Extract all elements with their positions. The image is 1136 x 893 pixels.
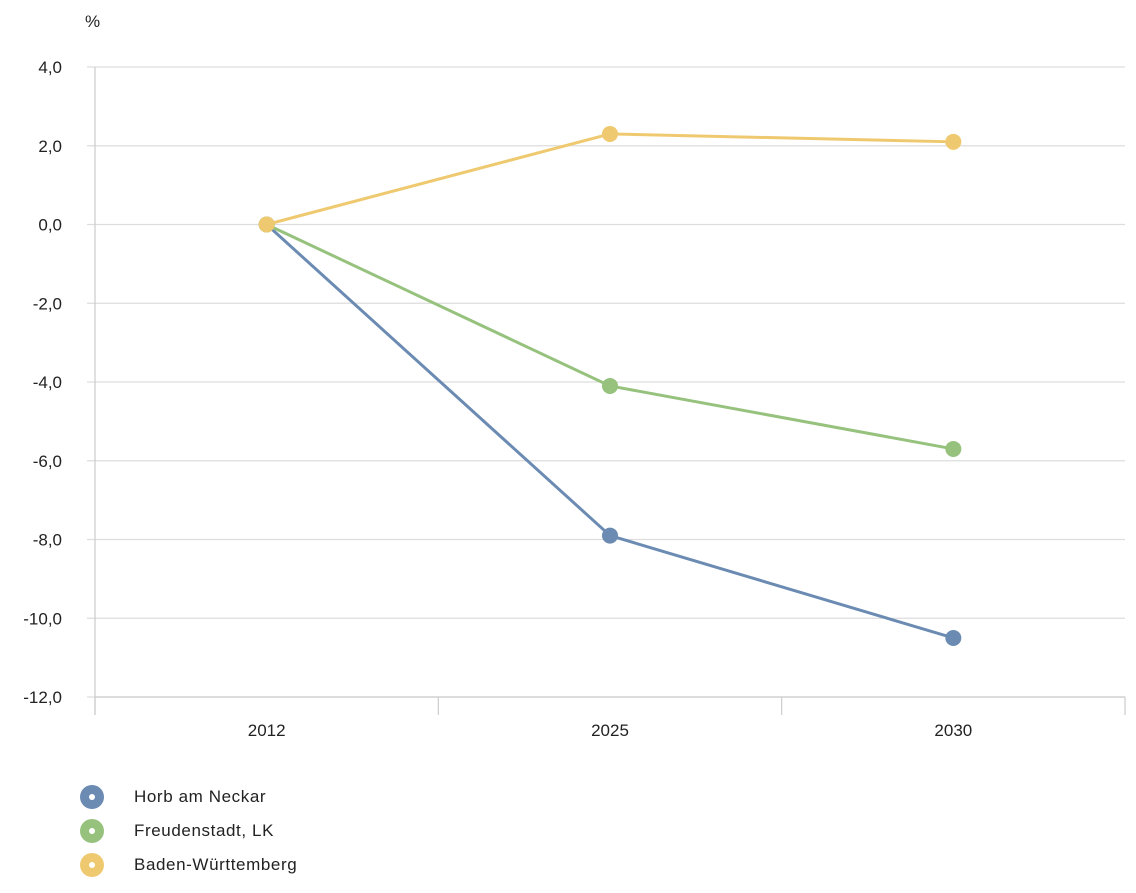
y-tick-label: 0,0 — [38, 216, 62, 235]
data-point[interactable] — [602, 377, 618, 394]
data-point[interactable] — [945, 629, 962, 646]
legend-item-freudenstadt[interactable]: Freudenstadt, LK — [80, 814, 297, 848]
y-tick-label: -6,0 — [33, 452, 62, 471]
x-axis-ticks: 2012 2025 2030 — [248, 721, 972, 740]
legend-marker-icon — [80, 785, 104, 809]
data-point[interactable] — [945, 440, 962, 457]
legend-label: Freudenstadt, LK — [134, 821, 275, 840]
y-tick-label: -8,0 — [33, 531, 62, 550]
data-point[interactable] — [945, 133, 962, 150]
y-tick-label: -12,0 — [23, 688, 62, 707]
series-2 — [258, 125, 962, 233]
data-point[interactable] — [602, 125, 618, 142]
y-tick-label: -2,0 — [33, 294, 62, 313]
legend-item-baden-wuerttemberg[interactable]: Baden-Württemberg — [80, 848, 297, 882]
y-tick-label: 4,0 — [38, 58, 62, 77]
series-line — [266, 132, 954, 226]
series-line — [266, 223, 954, 451]
line-chart: % 4,0 2,0 0,0 -2,0 -4,0 -6,0 -8,0 -10,0 -12,0 20… — [23, 12, 1126, 740]
y-unit-label: % — [85, 12, 100, 31]
series-1 — [258, 216, 962, 457]
legend-label: Horb am Neckar — [134, 787, 267, 806]
x-tick-label: 2030 — [934, 721, 972, 740]
legend-label: Baden-Württemberg — [134, 855, 298, 874]
y-tick-label: -4,0 — [33, 373, 62, 392]
x-tick-label: 2025 — [591, 721, 629, 740]
legend-item-horb[interactable]: Horb am Neckar — [80, 780, 297, 814]
legend-marker-icon — [80, 819, 104, 843]
x-tick-label: 2012 — [248, 721, 286, 740]
data-point[interactable] — [258, 216, 275, 233]
legend-marker-icon — [80, 853, 104, 877]
series-lines — [258, 125, 962, 646]
y-tick-label: -10,0 — [23, 609, 62, 628]
data-point[interactable] — [602, 527, 618, 544]
y-axis-ticks: 4,0 2,0 0,0 -2,0 -4,0 -6,0 -8,0 -10,0 -12,0 — [23, 58, 62, 707]
y-tick-label: 2,0 — [38, 137, 62, 156]
axes — [94, 67, 1126, 715]
legend: Horb am Neckar Freudenstadt, LK Baden-Wü… — [80, 780, 297, 882]
